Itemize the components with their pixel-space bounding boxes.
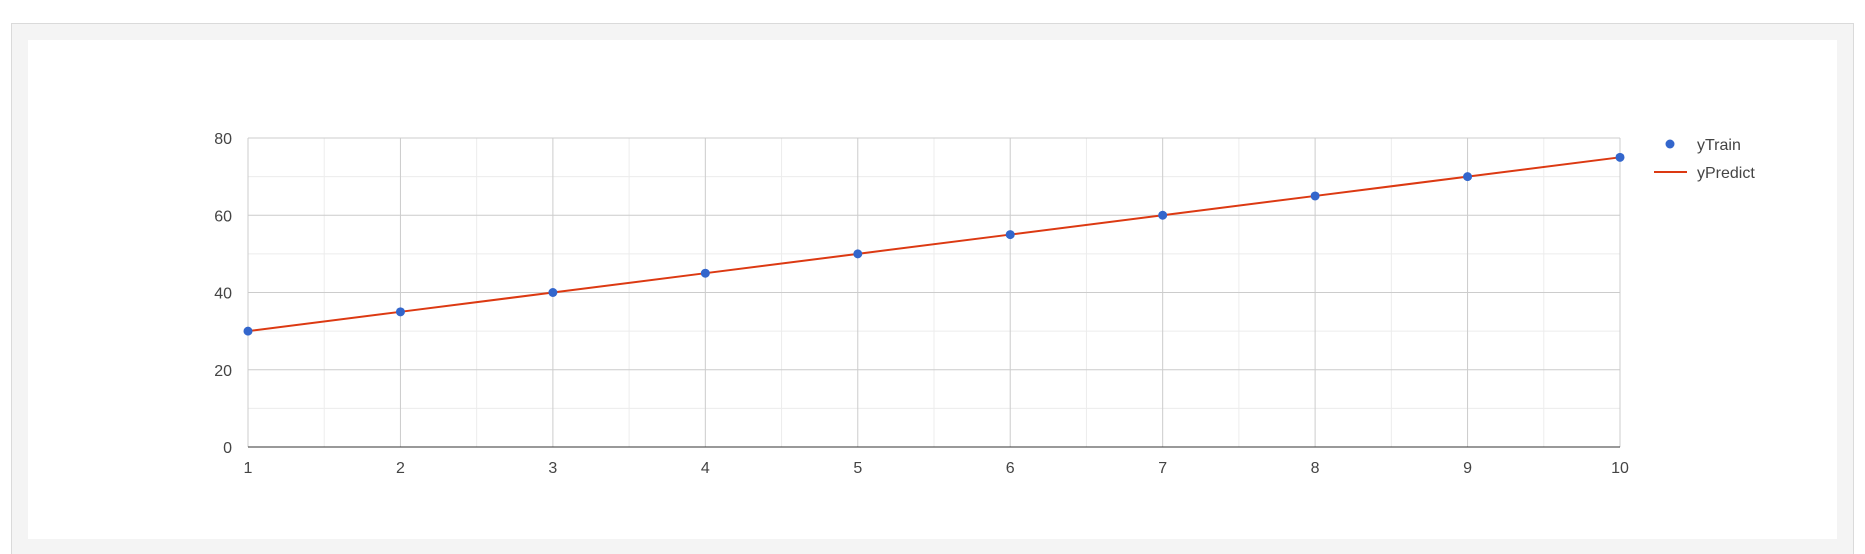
x-axis-tick-labels: 1 2 3 4 5 6 7 8 9 10 <box>244 460 1629 477</box>
data-point-yTrain-4 <box>700 268 710 278</box>
legend: yTrain yPredict <box>1654 137 1755 182</box>
x-tick-label-10: 10 <box>1611 460 1629 477</box>
data-point-yTrain-3 <box>548 288 558 297</box>
y-tick-label-20: 20 <box>214 363 232 380</box>
x-tick-label-4: 4 <box>701 460 710 477</box>
legend-label-yPredict: yPredict <box>1697 165 1755 182</box>
y-tick-label-80: 80 <box>214 131 232 148</box>
series-points <box>243 152 1625 336</box>
data-point-yTrain-10 <box>1615 152 1625 162</box>
y-tick-label-0: 0 <box>223 440 232 457</box>
x-tick-label-1: 1 <box>244 460 253 477</box>
data-point-yTrain-2 <box>395 307 405 317</box>
legend-swatch-yTrain <box>1665 139 1675 149</box>
x-tick-label-3: 3 <box>548 460 557 477</box>
series-lines <box>247 156 1621 333</box>
y-tick-label-60: 60 <box>214 208 232 225</box>
data-point-yTrain-7 <box>1158 210 1168 220</box>
data-point-yTrain-8 <box>1310 191 1320 201</box>
data-point-yTrain-9 <box>1463 172 1473 182</box>
y-tick-label-40: 40 <box>214 286 232 303</box>
x-tick-label-7: 7 <box>1158 460 1167 477</box>
x-tick-label-2: 2 <box>396 460 405 477</box>
x-tick-label-6: 6 <box>1006 460 1015 477</box>
legend-label-yTrain: yTrain <box>1697 137 1741 154</box>
data-point-yTrain-6 <box>1005 230 1015 240</box>
chart-panel: 0 20 40 60 80 1 2 3 4 5 6 7 8 9 10 yTrain yPredict <box>28 40 1837 539</box>
major-gridlines <box>247 137 1621 447</box>
x-tick-label-9: 9 <box>1463 460 1472 477</box>
x-tick-label-8: 8 <box>1311 460 1320 477</box>
y-axis-tick-labels: 0 20 40 60 80 <box>214 131 232 457</box>
line-chart: 0 20 40 60 80 1 2 3 4 5 6 7 8 9 10 yTrain yPredict <box>214 131 1755 477</box>
x-tick-label-5: 5 <box>853 460 862 477</box>
data-point-yTrain-1 <box>243 326 253 336</box>
chart-frame: 0 20 40 60 80 1 2 3 4 5 6 7 8 9 10 yTrain yPredict <box>11 23 1854 554</box>
data-point-yTrain-5 <box>853 249 863 259</box>
series-line-yPredict <box>247 156 1621 333</box>
